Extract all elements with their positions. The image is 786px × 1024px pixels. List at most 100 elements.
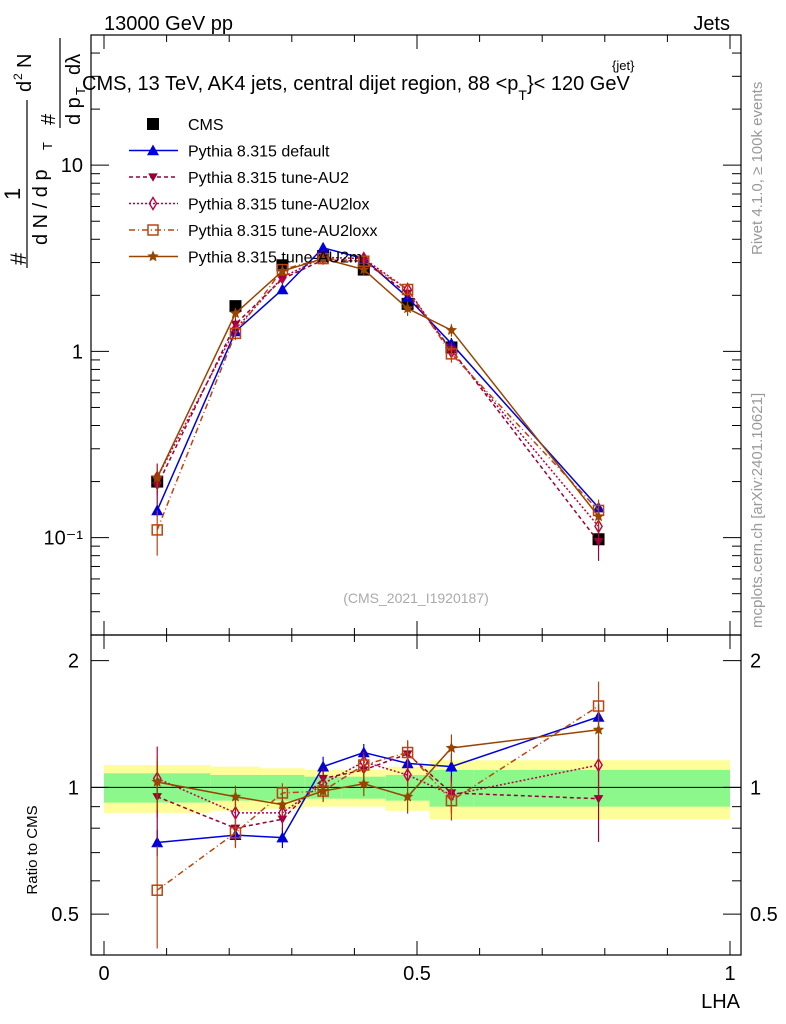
bottom-plot-frame xyxy=(90,634,742,956)
ratio-point-au2m xyxy=(592,723,605,735)
series-line-au2 xyxy=(156,259,600,543)
ratio-band-inner xyxy=(473,769,730,807)
y-tick-label-top: 10 xyxy=(61,155,83,177)
data-point-au2m xyxy=(317,252,329,264)
x-tick-label: 1 xyxy=(724,963,735,985)
plot-title-text: CMS, 13 TeV, AK4 jets, central dijet reg… xyxy=(82,73,630,103)
ratio-point-au2loxx xyxy=(151,884,163,896)
ylabel-dlambda: dλ xyxy=(63,54,85,75)
ratio-point-au2loxx xyxy=(358,759,370,771)
ratio-point-default xyxy=(151,836,164,848)
series-top-layer xyxy=(151,241,605,561)
analysis-id: (CMS_2021_I1920187) xyxy=(343,590,489,606)
data-point-cms xyxy=(229,300,242,313)
header-right: Jets xyxy=(693,13,730,35)
y-tick-label-bottom: 2 xyxy=(68,651,79,673)
ratio-point-au2lox xyxy=(594,757,603,773)
y-tick-label-top: 1 xyxy=(72,341,83,363)
ratio-point-default xyxy=(445,760,458,772)
data-point-au2m xyxy=(445,324,458,335)
ratio-point-au2m xyxy=(401,790,414,802)
legend-marker-cms xyxy=(147,118,159,130)
ratio-point-au2m xyxy=(358,777,370,789)
ylabel-denominator-sub: T xyxy=(40,142,55,150)
legend-label-au2m: Pythia 8.315 tune-AU2m xyxy=(188,250,362,267)
ylabel-denominator: d N / d p xyxy=(30,169,52,245)
legend-marker-au2lox xyxy=(148,196,158,211)
legend-marker-au2m xyxy=(147,250,159,262)
ratio-point-au2lox xyxy=(403,767,413,783)
ratio-band-layer xyxy=(91,760,741,820)
legend-label-au2: Pythia 8.315 tune-AU2 xyxy=(188,170,349,187)
legend-label-au2loxx: Pythia 8.315 tune-AU2loxx xyxy=(188,223,377,240)
legend-label-cms: CMS xyxy=(188,117,224,134)
data-point-au2m xyxy=(229,307,242,319)
series-line-au2loxx xyxy=(156,257,600,531)
mcplots-label: mcplots.cern.ch [arXiv:2401.10621] xyxy=(749,393,766,628)
legend: CMS Pythia 8.315 default Pythia 8.315 tune… xyxy=(129,117,377,267)
data-point-au2loxx xyxy=(401,283,414,296)
legend-marker-au2 xyxy=(148,173,158,182)
x-tick-label: 0 xyxy=(98,963,109,985)
series-line-au2lox xyxy=(156,256,600,527)
ylabel-hash-mid: # xyxy=(38,113,60,125)
data-point-au2lox xyxy=(403,282,413,297)
ratio-line-au2m xyxy=(157,729,599,806)
data-point-au2loxx xyxy=(445,348,458,360)
ylabel-numerator-n: N xyxy=(14,54,36,68)
axis-layer: 0 0.5 1 10⁻¹ 1 10 0.5 0.5 1 1 2 2 xyxy=(44,34,778,985)
data-point-au2m xyxy=(401,302,414,314)
ratio-line-au2loxx xyxy=(156,705,599,891)
ratio-point-au2m xyxy=(445,742,458,753)
y-axis-label-bottom: Ratio to CMS xyxy=(24,805,41,894)
ylabel-numerator-d: d xyxy=(14,81,36,92)
ylabel-one: 1 xyxy=(0,188,25,200)
ratio-point-au2loxx xyxy=(401,746,414,759)
data-point-default xyxy=(151,504,164,516)
rivet-version-label: Rivet 4.1.0, ≥ 100k events xyxy=(749,82,766,255)
ratio-point-au2lox xyxy=(277,805,287,821)
y-axis-label-top: # 1 d N / d p T d 2 N # d p T dλ xyxy=(0,38,88,268)
data-point-default xyxy=(276,283,289,295)
ratio-point-au2m xyxy=(276,798,289,810)
data-point-au2m xyxy=(151,471,163,483)
ratio-point-au2m xyxy=(151,776,163,787)
y-tick-label-bottom-right: 2 xyxy=(750,651,761,673)
x-tick-label: 0.5 xyxy=(403,963,431,985)
ylabel-dpt-sub: T xyxy=(73,87,88,95)
ylabel-dpt: d p xyxy=(63,97,85,125)
data-point-au2m xyxy=(592,510,605,522)
data-point-au2loxx xyxy=(151,524,163,536)
series-line-default xyxy=(156,246,600,511)
y-tick-label-top: 10⁻¹ xyxy=(44,528,84,550)
ratio-line-au2lox xyxy=(156,760,599,814)
plot-title-sup: {jet} xyxy=(612,58,635,73)
y-tick-label-bottom-right: 0.5 xyxy=(750,904,778,926)
series-line-au2m xyxy=(156,257,600,517)
legend-label-au2lox: Pythia 8.315 tune-AU2lox xyxy=(188,197,369,214)
data-point-au2lox xyxy=(594,518,603,534)
y-tick-label-bottom: 1 xyxy=(68,777,79,799)
x-axis-label: LHA xyxy=(701,991,741,1013)
ratio-point-au2loxx xyxy=(229,827,242,839)
ratio-point-au2loxx xyxy=(445,794,458,807)
y-tick-label-bottom: 0.5 xyxy=(51,904,79,926)
ylabel-numerator-sup: 2 xyxy=(11,73,25,80)
plot-title: CMS, 13 TeV, AK4 jets, central dijet reg… xyxy=(82,58,635,103)
ratio-point-default xyxy=(317,760,330,772)
legend-marker-default xyxy=(147,144,159,156)
data-point-au2loxx xyxy=(229,327,242,340)
data-point-default xyxy=(317,241,330,253)
ylabel-hash-left: # xyxy=(6,252,31,265)
legend-label-default: Pythia 8.315 default xyxy=(188,144,330,161)
legend-marker-au2loxx xyxy=(147,224,159,236)
ratio-point-au2m xyxy=(229,790,242,802)
ratio-point-au2m xyxy=(317,785,329,796)
data-point-au2 xyxy=(593,538,604,547)
series-bottom-layer xyxy=(151,681,605,949)
ratio-line-default xyxy=(157,716,599,844)
header-left: 13000 GeV pp xyxy=(104,13,233,35)
ratio-point-default xyxy=(276,831,289,843)
data-point-au2m xyxy=(276,265,289,276)
